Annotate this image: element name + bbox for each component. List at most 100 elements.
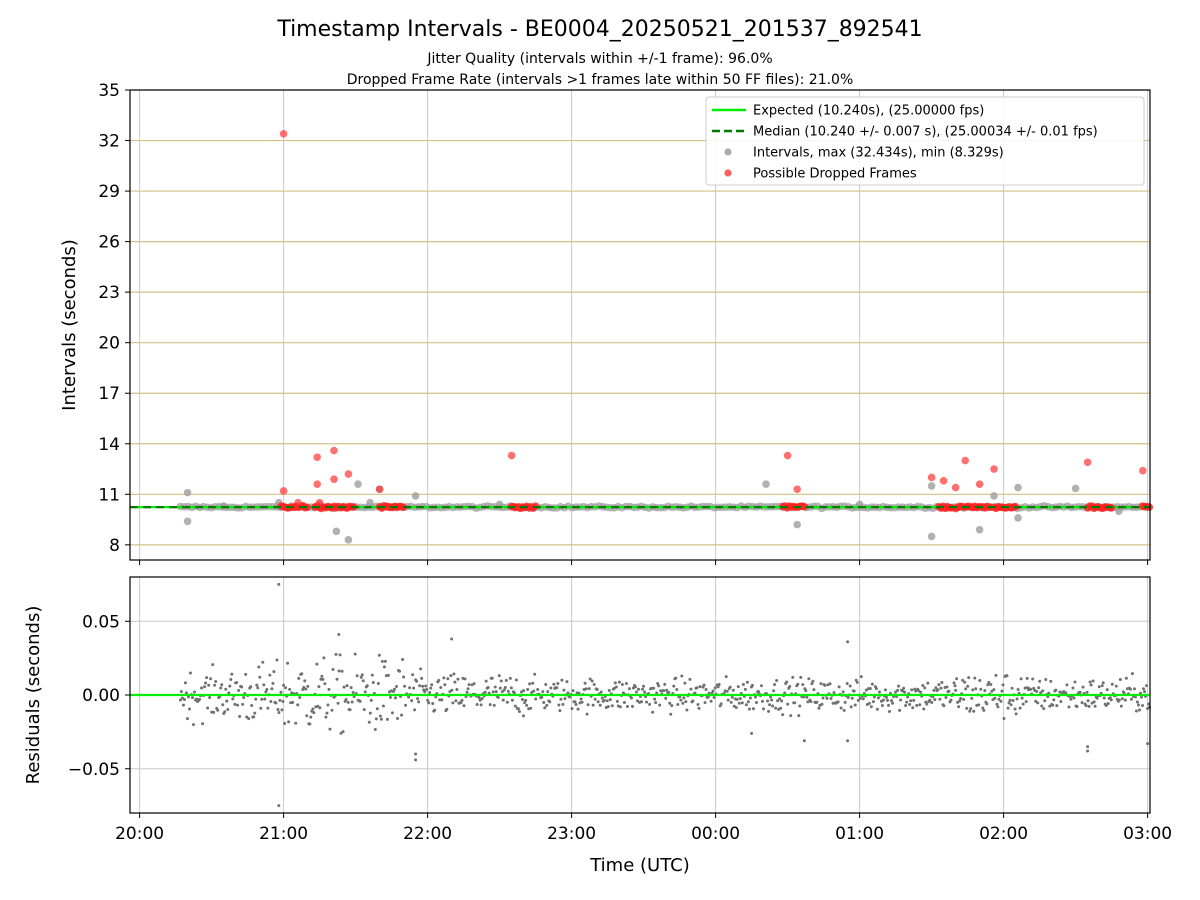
residual-point	[730, 695, 734, 699]
residual-point	[361, 679, 365, 683]
residual-point	[812, 688, 816, 692]
residual-point	[993, 696, 997, 700]
residual-point	[417, 700, 421, 704]
residual-point	[828, 682, 832, 686]
residual-point	[342, 685, 346, 689]
residual-point	[281, 699, 285, 703]
residual-point	[982, 708, 986, 712]
residual-point	[315, 662, 319, 666]
intervals-y-tick-label: 29	[98, 182, 120, 202]
residual-point	[731, 688, 735, 692]
residual-point	[633, 685, 637, 689]
residual-point	[283, 722, 287, 726]
residual-point	[746, 700, 750, 704]
residual-point	[775, 679, 779, 683]
residual-point	[393, 696, 397, 700]
residual-point	[229, 677, 233, 681]
residual-point	[1044, 678, 1048, 682]
legend-entry-label: Possible Dropped Frames	[753, 167, 917, 182]
residual-point	[466, 687, 470, 691]
residual-point	[179, 689, 183, 693]
residual-point	[936, 688, 940, 692]
residual-point	[769, 695, 773, 699]
residual-point	[904, 703, 908, 707]
intervals-y-tick-label: 26	[98, 233, 120, 253]
residual-point	[1118, 677, 1122, 681]
residual-point	[349, 686, 353, 690]
residual-point	[579, 697, 583, 701]
residual-point	[622, 701, 626, 705]
intervals-y-tick-label: 35	[98, 81, 120, 101]
residual-point	[1136, 703, 1140, 707]
residual-point	[226, 707, 230, 711]
intervals-y-tick-label: 8	[109, 536, 120, 556]
residual-point	[426, 698, 430, 702]
residual-point	[442, 676, 446, 680]
dropped-frame-marker	[793, 485, 801, 494]
residual-point	[1018, 706, 1022, 710]
residual-point	[580, 700, 584, 704]
residual-point	[706, 695, 710, 699]
residual-point	[1142, 687, 1146, 691]
residual-point	[1031, 677, 1035, 681]
residual-point	[261, 660, 265, 664]
residual-point	[566, 691, 570, 695]
residual-point	[931, 695, 935, 699]
interval-marker	[1014, 514, 1022, 522]
residual-point	[937, 683, 941, 687]
intervals-y-tick-label: 32	[98, 132, 120, 152]
residual-point	[1101, 681, 1105, 685]
residual-point	[695, 686, 699, 690]
dropped-frame-marker	[975, 480, 984, 488]
intervals-y-tick-label: 17	[98, 384, 120, 404]
residual-point	[258, 675, 262, 679]
residual-point	[1069, 697, 1073, 701]
residual-point	[965, 706, 969, 710]
residual-point	[624, 681, 628, 685]
intervals-y-axis-label: Intervals (seconds)	[59, 239, 80, 411]
residual-point	[465, 690, 469, 694]
residual-point	[945, 685, 949, 689]
residual-point	[214, 679, 218, 683]
residual-point	[949, 698, 953, 702]
residual-point	[753, 695, 757, 699]
residual-point	[780, 699, 784, 703]
residual-point	[914, 689, 918, 693]
residual-point	[275, 658, 279, 662]
chart-subtitle-2: Dropped Frame Rate (intervals >1 frames …	[347, 72, 854, 88]
residual-point	[370, 673, 374, 677]
residual-point	[339, 731, 343, 735]
residual-point	[456, 677, 460, 681]
residual-point	[497, 674, 501, 678]
residual-point	[324, 715, 328, 719]
residual-point	[643, 690, 647, 694]
residual-point	[964, 687, 968, 691]
residual-point	[967, 676, 971, 680]
residual-point	[837, 685, 841, 689]
residual-point	[512, 691, 516, 695]
residual-point	[434, 695, 438, 699]
residual-point	[810, 682, 814, 686]
residual-point	[496, 695, 500, 699]
residual-point	[450, 637, 454, 641]
residual-point	[336, 701, 340, 705]
residual-point	[429, 686, 433, 690]
residual-point	[729, 700, 733, 704]
residual-point	[382, 665, 386, 669]
residual-point	[750, 731, 754, 735]
residual-point	[516, 707, 520, 711]
residual-point	[277, 582, 281, 586]
residual-point	[688, 677, 692, 681]
residual-point	[1013, 707, 1017, 711]
residual-point	[1084, 704, 1088, 708]
residual-point	[513, 704, 517, 708]
residual-point	[682, 696, 686, 700]
residual-point	[655, 691, 659, 695]
residual-point	[571, 689, 575, 693]
residual-point	[702, 683, 706, 687]
residual-point	[557, 703, 561, 707]
residual-point	[254, 697, 258, 701]
residual-point	[408, 686, 412, 690]
x-tick-label: 00:00	[691, 824, 740, 844]
